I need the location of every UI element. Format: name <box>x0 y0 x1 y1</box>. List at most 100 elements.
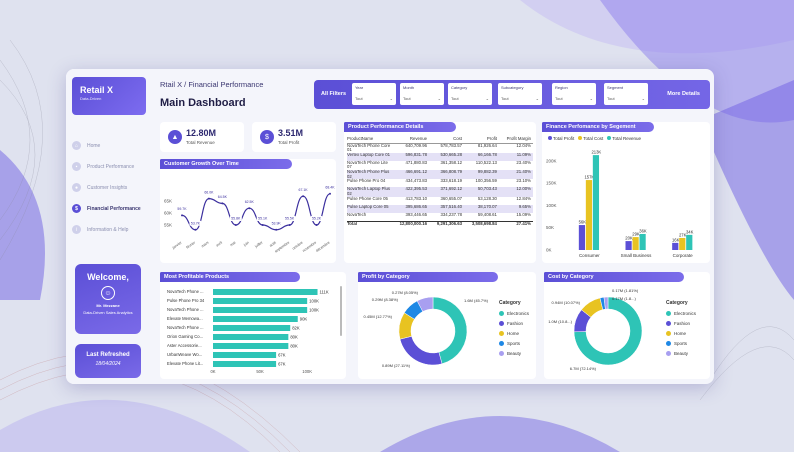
data-label: 53.9K <box>272 222 282 226</box>
legend-swatch <box>499 320 504 326</box>
table-row[interactable]: Pulse Phone Pro 04 434,473.83 333,618.19 10… <box>347 178 533 187</box>
data-label: 0.45M (12.77%) <box>364 314 393 319</box>
growth-point[interactable] <box>302 195 305 198</box>
table-row[interactable]: Pulse Laptop Core 05 395,686.65 357,516.40… <box>347 204 533 213</box>
bar[interactable] <box>213 307 308 313</box>
bar[interactable] <box>632 237 639 250</box>
column-header[interactable]: Profit Margin <box>498 134 533 144</box>
users-icon: ● <box>72 183 81 192</box>
table-row[interactable]: Pulse Phone Core 05 413,783.10 360,655.07 5… <box>347 196 533 205</box>
column-header[interactable]: Cost <box>429 134 464 144</box>
all-filters-button[interactable]: All Filters <box>321 91 347 97</box>
scrollbar[interactable] <box>340 286 342 336</box>
donut-slice[interactable] <box>603 296 609 310</box>
bar[interactable] <box>679 237 686 250</box>
bar[interactable] <box>213 361 277 367</box>
table-cell: 366,808.79 <box>429 169 464 180</box>
legend-swatch <box>607 136 612 140</box>
growth-point[interactable] <box>221 202 224 205</box>
bar[interactable] <box>625 241 632 250</box>
table-cell: Vertex Laptop Core 01 <box>347 152 391 161</box>
filter-region[interactable]: Region Tout ⌄ <box>552 83 596 105</box>
growth-point[interactable] <box>248 207 251 210</box>
legend-item[interactable]: Beauty <box>499 348 529 358</box>
growth-point[interactable] <box>275 228 278 231</box>
table-row[interactable]: NovaTech Laptop Plus 02 422,395.53 371,692… <box>347 187 533 197</box>
table-cell: 640,709.96 <box>405 142 428 148</box>
growth-point[interactable] <box>207 197 210 200</box>
filter-category[interactable]: Category Tout ⌄ <box>448 83 492 105</box>
bar[interactable] <box>213 343 289 349</box>
bar[interactable] <box>585 180 593 250</box>
data-label: 64.5K <box>218 195 228 199</box>
donut-slice[interactable] <box>573 296 643 366</box>
legend-item[interactable]: Home <box>499 328 529 338</box>
data-label: 80K <box>290 335 298 340</box>
filter-value: Tout <box>451 96 459 101</box>
panel-title: Profit by Category <box>358 272 498 282</box>
table-row[interactable]: NovaTech Phone Lite 07 471,880.83 361,358.… <box>347 159 533 170</box>
column-header[interactable]: Revenue <box>391 134 430 144</box>
bar[interactable] <box>213 352 277 358</box>
welcome-card: Welcome, ☺ Mr. Mezzane Data-Driven Sales… <box>75 264 141 334</box>
data-label-bg <box>202 189 215 195</box>
data-label: 55.5K <box>285 217 295 221</box>
data-label: 55.2K <box>312 217 322 221</box>
table-header-row: ProductName Revenue Cost Profit Profit M… <box>347 134 533 144</box>
data-label: 0.94M (10.07%) <box>552 300 581 305</box>
donut-slice[interactable] <box>416 296 434 312</box>
column-header[interactable]: ProductName <box>347 134 391 144</box>
bar[interactable] <box>686 234 693 250</box>
sidebar-item-financial-performance[interactable]: $ Financial Performance <box>72 198 152 219</box>
bar[interactable] <box>213 325 291 331</box>
table-total-row: Total 12,800,000.16 9,291,306.63 3,508,698.… <box>347 220 533 230</box>
data-label: 34K <box>686 229 694 234</box>
filter-month[interactable]: Month Tout ⌄ <box>400 83 444 105</box>
table-cell: 110,522.13 <box>475 159 497 165</box>
legend-swatch <box>666 330 671 336</box>
bar[interactable] <box>578 225 586 250</box>
growth-point[interactable] <box>315 224 318 226</box>
sidebar-item-home[interactable]: ⌂ Home <box>72 135 152 156</box>
bar[interactable] <box>592 155 600 250</box>
bar[interactable] <box>213 316 298 322</box>
table-row[interactable]: NovaTech Phone Plus 02 466,691.12 366,808.… <box>347 169 533 180</box>
growth-point[interactable] <box>181 214 183 217</box>
growth-point[interactable] <box>261 224 264 226</box>
table-cell: 434,473.83 <box>405 178 428 184</box>
column-header[interactable]: Profit <box>464 134 499 144</box>
filter-year[interactable]: Year Tout ⌄ <box>352 83 396 105</box>
growth-point[interactable] <box>288 224 291 226</box>
legend-item[interactable]: Sports <box>666 338 696 348</box>
growth-point[interactable] <box>194 228 197 231</box>
customer-growth-chart: 65K 60K 55K 59.7K 53.7K 66.0K 64.5K 55.8K 62.5K 5… <box>164 184 336 254</box>
donut-slice[interactable] <box>399 335 443 366</box>
legend-swatch <box>666 320 671 326</box>
filter-segment[interactable]: Segment Tout ⌄ <box>604 83 648 105</box>
legend-item[interactable]: Electronics <box>666 308 696 318</box>
legend-item[interactable]: Fashion <box>499 318 529 328</box>
sidebar-item-product-performance[interactable]: ▪ Product Performance <box>72 156 152 177</box>
bar[interactable] <box>213 289 318 295</box>
bar[interactable] <box>213 298 308 304</box>
filter-subcategory[interactable]: Subcategory Tout ⌄ <box>498 83 542 105</box>
legend-item[interactable]: Fashion <box>666 318 696 328</box>
legend-item[interactable]: Beauty <box>666 348 696 358</box>
legend-item[interactable]: Sports <box>499 338 529 348</box>
growth-point[interactable] <box>329 192 331 195</box>
legend-item[interactable]: Electronics <box>499 308 529 318</box>
filter-value: Tout <box>355 96 363 101</box>
bar[interactable] <box>213 334 289 340</box>
sidebar-item-information-help[interactable]: i Information & Help <box>72 219 152 240</box>
bar[interactable] <box>672 242 679 250</box>
growth-point[interactable] <box>234 224 237 226</box>
x-tick-label: juillet <box>253 241 263 250</box>
bar[interactable] <box>639 233 646 250</box>
table-row[interactable]: Vertex Laptop Core 01 596,831.78 530,665.2… <box>347 152 533 161</box>
table-row[interactable]: NovaTech Phone Core 01 640,709.96 578,783.… <box>347 143 533 153</box>
table-row[interactable]: NovaTech 393,446.65 334,237.78 59,408.61 15.… <box>347 212 533 221</box>
legend-item[interactable]: Home <box>666 328 696 338</box>
data-label-bg <box>216 194 229 200</box>
sidebar-item-customer-insights[interactable]: ● Customer Insights <box>72 177 152 198</box>
more-details-button[interactable]: More Details <box>667 91 700 97</box>
